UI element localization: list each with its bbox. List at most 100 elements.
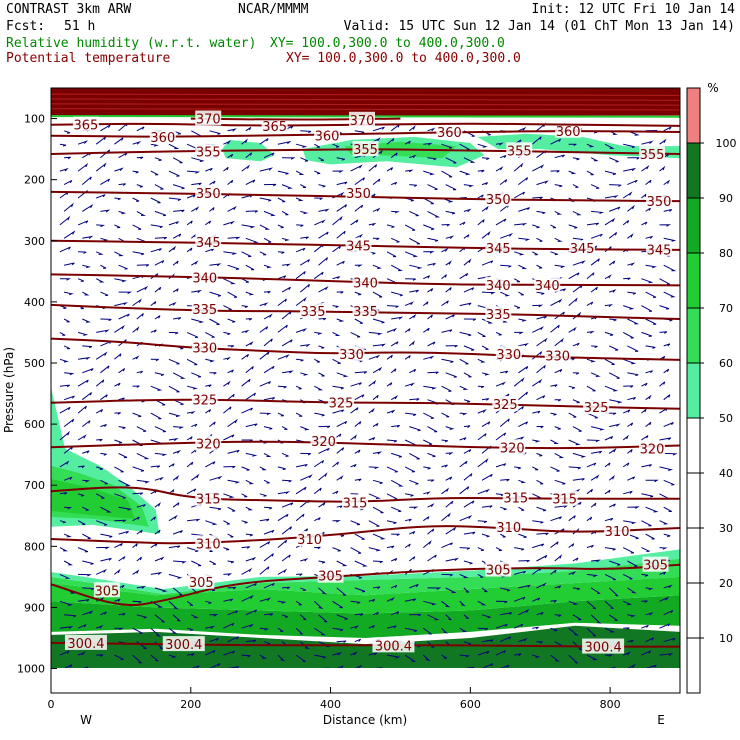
wind-arrow-201 (622, 191, 633, 199)
wind-arrow-664 (386, 382, 393, 387)
wind-arrow-247 (223, 220, 235, 226)
wind-arrow-240 (96, 224, 106, 228)
wind-arrow-817 (82, 450, 90, 454)
wind-arrow-641 (590, 372, 601, 377)
theta-label-340-2: 340 (486, 279, 511, 294)
wind-arrow-1183 (554, 585, 562, 589)
wind-arrow-838 (463, 449, 472, 454)
wind-arrow-619 (191, 372, 202, 378)
wind-arrow-751 (118, 426, 126, 430)
wind-arrow-273 (82, 235, 94, 239)
wind-arrow-257 (404, 224, 416, 231)
wind-arrow-730 (350, 407, 359, 414)
wind-arrow-451 (223, 305, 232, 311)
wind-arrow-486 (245, 318, 253, 321)
wind-arrow-1256 (645, 611, 654, 616)
wind-arrow-682 (100, 394, 108, 401)
wind-arrow-1165 (227, 587, 237, 590)
wind-arrow-1153 (622, 573, 633, 580)
wind-arrow-857 (186, 461, 194, 468)
wind-arrow-1177 (445, 587, 457, 594)
wind-arrow-252 (314, 219, 326, 226)
wind-arrow-1226 (100, 611, 107, 616)
wind-arrow-811 (586, 439, 601, 443)
wind-arrow-1327 (77, 651, 86, 656)
wind-arrow-303 (627, 233, 634, 239)
wind-arrow-1262 (132, 627, 143, 634)
wind-arrow-146 (245, 179, 256, 186)
wind-arrow-608 (604, 358, 615, 365)
wind-arrow-1246 (463, 614, 470, 619)
wind-arrow-1207 (368, 598, 376, 602)
theta-label-305-3: 305 (486, 564, 511, 579)
wind-arrow-409 (82, 291, 90, 296)
wind-arrow-913 (590, 474, 600, 481)
wind-arrow-249 (259, 224, 271, 230)
wind-arrow-514 (132, 326, 140, 333)
wind-arrow-1068 (314, 546, 321, 550)
theta-label-bg-355-2 (506, 142, 533, 158)
wind-arrow-644 (645, 370, 653, 374)
wind-arrow-92 (500, 155, 507, 159)
wind-arrow-987 (77, 520, 86, 525)
wind-arrow-430 (463, 287, 475, 293)
wind-arrow-1244 (427, 614, 440, 621)
wind-arrow-637 (518, 365, 529, 374)
wind-arrow-864 (314, 460, 325, 468)
colorbar-band-50 (687, 363, 700, 418)
wind-arrow-813 (622, 434, 629, 441)
wind-arrow-362 (463, 258, 472, 266)
wind-arrow-402 (568, 272, 580, 280)
wind-arrow-1105 (372, 560, 383, 564)
wind-arrow-460 (386, 305, 399, 308)
wind-arrow-733 (405, 412, 417, 417)
wind-arrow-294 (463, 234, 470, 239)
wind-arrow-756 (209, 421, 216, 427)
wind-arrow-1051 (627, 533, 639, 540)
wind-arrow-125 (477, 169, 485, 173)
wind-arrow-1197 (186, 600, 194, 606)
wind-arrow-135 (659, 165, 666, 172)
wind-arrow-271 (659, 224, 672, 227)
wind-arrow-447 (150, 301, 157, 306)
wind-arrow-1340 (314, 654, 326, 659)
wind-arrow-677 (623, 385, 634, 388)
wind-arrow-1220 (604, 600, 614, 610)
wind-arrow-954 (100, 506, 112, 513)
wind-arrow-120 (386, 167, 394, 172)
theta-label-315-1: 315 (343, 496, 368, 511)
wind-arrow-1009 (477, 520, 487, 524)
theta-label-bg-300.4-1 (162, 636, 205, 652)
wind-arrow-369 (590, 258, 600, 266)
wind-arrow-873 (477, 458, 489, 468)
wind-arrow-1040 (427, 528, 435, 535)
x-tick-label-600: 600 (460, 698, 481, 711)
wind-arrow-516 (168, 331, 179, 335)
wind-arrow-1115 (554, 554, 563, 562)
wind-arrow-915 (627, 476, 635, 481)
wind-arrow-1305 (299, 641, 310, 650)
wind-arrow-874 (495, 463, 507, 468)
wind-arrow-1128 (168, 573, 183, 579)
x-axis-label: Distance (km) (323, 713, 407, 727)
wind-arrow-422 (318, 285, 329, 293)
wind-arrow-217 (300, 210, 309, 215)
wind-arrow-532 (459, 331, 472, 337)
wind-arrow-1126 (132, 569, 140, 575)
wind-arrow-686 (172, 399, 184, 405)
wind-arrow-2 (100, 123, 112, 132)
wind-arrow-371 (627, 262, 636, 266)
wind-arrow-870 (423, 466, 431, 470)
wind-arrow-1217 (550, 600, 557, 603)
wind-arrow-200 (604, 195, 619, 199)
wind-arrow-408 (63, 291, 74, 296)
wind-arrow-960 (209, 506, 222, 511)
wind-arrow-975 (481, 505, 493, 509)
wind-arrow-302 (608, 232, 618, 239)
wind-arrow-779 (627, 422, 634, 428)
wind-arrow-126 (495, 166, 504, 172)
theta-label-bg-300.4-0 (64, 634, 107, 650)
header-field2-xy: XY= 100.0,300.0 to 400.0,300.0 (286, 51, 521, 66)
wind-arrow-520 (241, 329, 250, 334)
